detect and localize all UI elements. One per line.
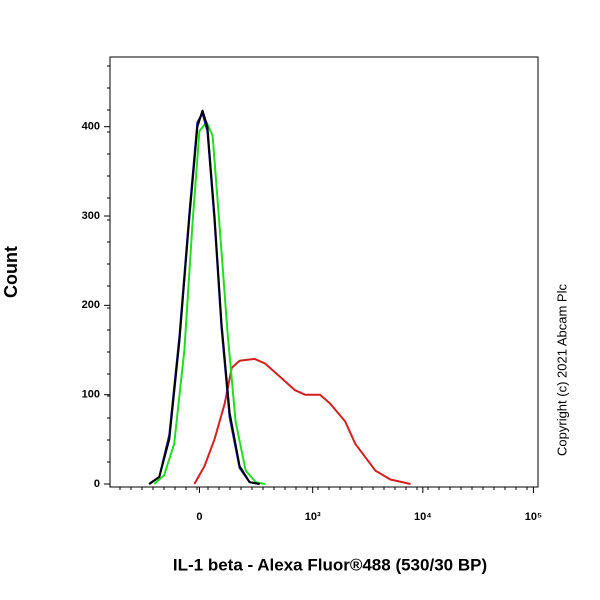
histogram-line [193, 357, 411, 485]
histogram-line [148, 109, 260, 485]
histogram-line [148, 112, 260, 485]
y-axis-label: Count [1, 246, 21, 298]
x-tick-label: 10³ [305, 511, 321, 523]
y-tick-label: 0 [94, 478, 100, 490]
y-tick-label: 300 [82, 210, 100, 222]
y-tick-label: 400 [82, 121, 100, 133]
plot-frame [109, 56, 539, 488]
copyright: Copyright (c) 2021 Abcam Plc [554, 284, 569, 456]
x-tick-label: 10⁵ [525, 511, 542, 523]
x-tick-label: 10⁴ [414, 511, 432, 523]
histogram-line [153, 121, 266, 485]
y-tick-label: 100 [82, 389, 100, 401]
y-tick-label: 200 [82, 299, 100, 311]
x-tick-label: 0 [196, 511, 202, 523]
x-axis-label: IL-1 beta - Alexa Fluor®488 (530/30 BP) [173, 555, 487, 574]
